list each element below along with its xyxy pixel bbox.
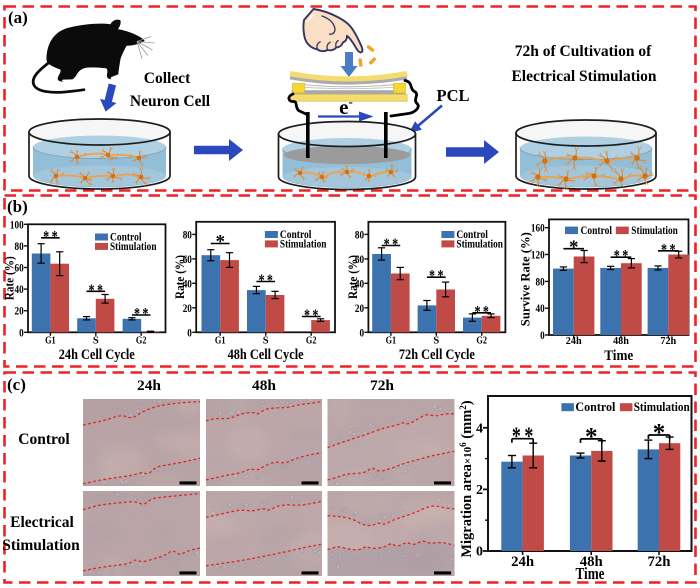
svg-text:G1: G1 — [215, 336, 226, 347]
svg-text:Migration area×106 (mm2): Migration area×106 (mm2) — [458, 400, 475, 557]
svg-text:Rate (%): Rate (%) — [346, 255, 360, 299]
svg-text:Rate (%): Rate (%) — [3, 256, 17, 300]
svg-text:20: 20 — [15, 306, 24, 318]
svg-text:Stimulation: Stimulation — [634, 400, 690, 414]
svg-text:2: 2 — [476, 482, 483, 497]
svg-text:72h: 72h — [370, 378, 395, 394]
svg-text:80: 80 — [15, 241, 24, 253]
svg-text:*: * — [569, 237, 579, 258]
svg-text:*: * — [215, 232, 225, 253]
svg-text:* *: * * — [134, 304, 149, 323]
svg-text:60: 60 — [183, 254, 192, 266]
svg-text:80: 80 — [536, 276, 545, 288]
svg-text:24h: 24h — [511, 554, 535, 570]
svg-text:20: 20 — [355, 303, 364, 315]
svg-text:24h: 24h — [137, 378, 162, 394]
svg-text:* *: * * — [384, 235, 399, 254]
svg-text:0: 0 — [476, 544, 483, 559]
svg-text:72h: 72h — [648, 554, 672, 570]
svg-text:Control: Control — [280, 229, 312, 241]
svg-text:* *: * * — [258, 271, 273, 290]
svg-text:S: S — [433, 336, 439, 347]
svg-text:(a): (a) — [8, 8, 28, 27]
svg-text:* *: * * — [512, 423, 534, 450]
svg-text:Neuron Cell: Neuron Cell — [130, 93, 211, 110]
svg-text:120: 120 — [531, 250, 545, 262]
svg-text:80: 80 — [355, 229, 364, 241]
svg-text:*: * — [653, 420, 666, 447]
svg-text:G1: G1 — [386, 336, 397, 347]
svg-text:4: 4 — [476, 420, 483, 435]
svg-text:48h: 48h — [613, 335, 629, 347]
svg-text:0: 0 — [540, 330, 545, 342]
svg-text:PCL: PCL — [437, 86, 470, 105]
svg-text:(b): (b) — [7, 197, 28, 216]
svg-text:G2: G2 — [476, 336, 487, 347]
svg-text:Control: Control — [110, 232, 142, 244]
svg-text:Control: Control — [581, 225, 613, 237]
svg-text:S: S — [93, 336, 99, 347]
svg-text:S: S — [263, 336, 269, 347]
svg-text:Electrical Stimulation: Electrical Stimulation — [511, 68, 656, 85]
svg-text:40: 40 — [536, 303, 545, 315]
svg-text:72h of Cultivation of: 72h of Cultivation of — [515, 43, 652, 60]
svg-text:48h: 48h — [252, 378, 277, 394]
svg-text:* *: * * — [661, 240, 676, 259]
svg-text:72h Cell Cycle: 72h Cell Cycle — [399, 347, 475, 363]
svg-text:48h: 48h — [580, 554, 604, 570]
svg-text:40: 40 — [183, 278, 192, 290]
svg-text:40: 40 — [15, 284, 24, 296]
svg-text:G2: G2 — [136, 336, 147, 347]
svg-text:0: 0 — [360, 327, 365, 339]
svg-text:Stimulation: Stimulation — [2, 537, 80, 554]
svg-text:60: 60 — [15, 263, 24, 275]
svg-text:* *: * * — [429, 266, 444, 285]
svg-text:* *: * * — [89, 280, 104, 299]
svg-text:* *: * * — [43, 227, 58, 246]
svg-text:*: * — [585, 423, 598, 450]
svg-text:40: 40 — [355, 278, 364, 290]
svg-text:100: 100 — [10, 219, 24, 231]
svg-text:Stimulation: Stimulation — [456, 238, 503, 250]
svg-text:160: 160 — [531, 223, 545, 235]
svg-text:* *: * * — [474, 302, 489, 321]
svg-text:Stimulation: Stimulation — [631, 225, 678, 237]
svg-text:48h Cell Cycle: 48h Cell Cycle — [228, 347, 304, 363]
svg-text:G2: G2 — [306, 336, 317, 347]
svg-text:* *: * * — [614, 246, 629, 265]
svg-text:Control: Control — [18, 431, 70, 448]
svg-text:Survive Rate (%): Survive Rate (%) — [519, 232, 533, 326]
svg-text:Control: Control — [575, 400, 616, 414]
svg-text:Time: Time — [604, 348, 633, 364]
svg-text:60: 60 — [355, 254, 364, 266]
svg-text:Electrical: Electrical — [10, 514, 74, 531]
svg-text:80: 80 — [183, 229, 192, 241]
svg-text:24h Cell Cycle: 24h Cell Cycle — [59, 347, 135, 363]
svg-text:Collect: Collect — [144, 70, 191, 87]
svg-text:(c): (c) — [7, 375, 26, 394]
svg-text:24h: 24h — [566, 335, 582, 347]
svg-text:Rate (%): Rate (%) — [173, 255, 187, 299]
svg-text:Control: Control — [456, 229, 488, 241]
svg-text:0: 0 — [187, 327, 192, 339]
svg-text:Time: Time — [576, 564, 605, 583]
svg-text:Stimulation: Stimulation — [280, 238, 327, 250]
svg-text:20: 20 — [183, 303, 192, 315]
svg-text:* *: * * — [304, 306, 319, 325]
svg-text:G1: G1 — [45, 336, 56, 347]
svg-text:0: 0 — [19, 327, 24, 339]
svg-text:72h: 72h — [660, 335, 676, 347]
svg-text:Stimulation: Stimulation — [110, 241, 157, 253]
